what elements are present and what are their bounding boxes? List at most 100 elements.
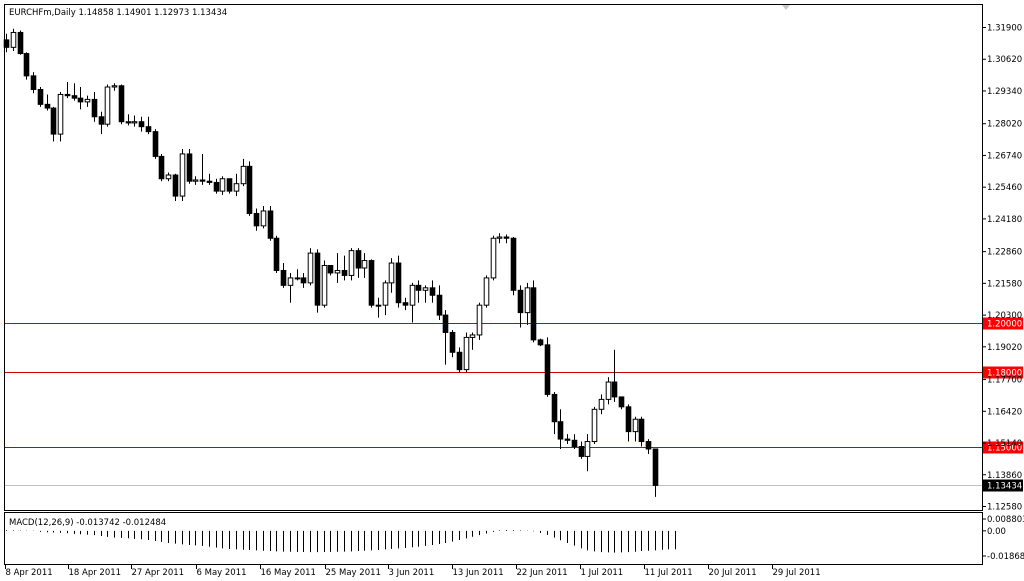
- candle[interactable]: [10, 28, 17, 52]
- candle[interactable]: [388, 258, 395, 293]
- candle[interactable]: [652, 448, 659, 497]
- candle[interactable]: [294, 269, 301, 281]
- candle[interactable]: [233, 173, 240, 197]
- candle[interactable]: [530, 280, 537, 343]
- candle[interactable]: [591, 406, 598, 445]
- candle[interactable]: [77, 87, 84, 110]
- candle[interactable]: [334, 253, 341, 283]
- candle[interactable]: [267, 206, 274, 241]
- candle[interactable]: [307, 248, 314, 286]
- candle[interactable]: [551, 391, 558, 435]
- candle[interactable]: [409, 282, 416, 323]
- candle[interactable]: [213, 178, 220, 194]
- candle[interactable]: [98, 111, 105, 135]
- candle[interactable]: [355, 248, 362, 278]
- candle[interactable]: [246, 161, 253, 216]
- candle[interactable]: [91, 91, 98, 122]
- candle[interactable]: [605, 377, 612, 405]
- candle[interactable]: [395, 255, 402, 308]
- candle[interactable]: [50, 106, 57, 142]
- candle[interactable]: [219, 176, 226, 195]
- candle[interactable]: [131, 115, 138, 127]
- candle[interactable]: [226, 178, 233, 194]
- candle[interactable]: [152, 129, 159, 159]
- candle[interactable]: [158, 153, 165, 182]
- candle[interactable]: [584, 434, 591, 472]
- candle[interactable]: [348, 248, 355, 281]
- candle[interactable]: [456, 347, 463, 373]
- candle[interactable]: [314, 249, 321, 313]
- candle[interactable]: [240, 158, 247, 187]
- candle[interactable]: [496, 233, 503, 244]
- candle[interactable]: [44, 94, 51, 111]
- candle[interactable]: [57, 91, 64, 142]
- candle[interactable]: [442, 310, 449, 365]
- candle[interactable]: [544, 337, 551, 397]
- candle[interactable]: [429, 280, 436, 303]
- candle[interactable]: [111, 83, 118, 91]
- candles[interactable]: [3, 28, 659, 497]
- candle[interactable]: [638, 416, 645, 447]
- candle[interactable]: [341, 255, 348, 281]
- candle[interactable]: [524, 282, 531, 326]
- candle[interactable]: [368, 259, 375, 308]
- candle[interactable]: [118, 84, 125, 125]
- candle[interactable]: [598, 394, 605, 415]
- candle[interactable]: [17, 30, 24, 55]
- candle[interactable]: [273, 235, 280, 273]
- candle[interactable]: [618, 396, 625, 410]
- candle[interactable]: [537, 338, 544, 347]
- candle[interactable]: [564, 434, 571, 445]
- candle[interactable]: [469, 332, 476, 350]
- candle[interactable]: [23, 52, 30, 80]
- candle[interactable]: [138, 116, 145, 132]
- candle[interactable]: [206, 173, 213, 185]
- candle[interactable]: [172, 173, 179, 202]
- candle[interactable]: [571, 434, 578, 449]
- candle[interactable]: [192, 176, 199, 185]
- candle[interactable]: [179, 148, 186, 202]
- candle[interactable]: [30, 72, 37, 94]
- candle[interactable]: [578, 441, 585, 459]
- candle[interactable]: [382, 280, 389, 316]
- candle[interactable]: [3, 33, 10, 53]
- candle[interactable]: [632, 416, 639, 442]
- candle[interactable]: [476, 302, 483, 340]
- candle[interactable]: [199, 153, 206, 185]
- candle[interactable]: [145, 116, 152, 135]
- candle[interactable]: [260, 206, 267, 229]
- candle[interactable]: [415, 280, 422, 303]
- candle[interactable]: [165, 172, 172, 182]
- candle[interactable]: [510, 237, 517, 296]
- candle[interactable]: [253, 208, 260, 231]
- candle[interactable]: [84, 95, 91, 107]
- candle[interactable]: [327, 265, 334, 276]
- candle[interactable]: [280, 263, 287, 288]
- candle[interactable]: [287, 272, 294, 303]
- candle[interactable]: [186, 148, 193, 184]
- candle[interactable]: [361, 253, 368, 278]
- candle[interactable]: [625, 404, 632, 442]
- candle[interactable]: [104, 84, 111, 127]
- scroll-marker-icon[interactable]: [782, 5, 790, 10]
- candle[interactable]: [37, 87, 44, 107]
- candle[interactable]: [71, 83, 78, 101]
- candle[interactable]: [611, 349, 618, 402]
- candle[interactable]: [125, 114, 132, 126]
- candle[interactable]: [645, 439, 652, 454]
- candle[interactable]: [321, 260, 328, 308]
- candle[interactable]: [463, 332, 470, 373]
- candle[interactable]: [375, 297, 382, 318]
- candle[interactable]: [503, 234, 510, 244]
- candle[interactable]: [64, 82, 71, 99]
- candle[interactable]: [490, 235, 497, 281]
- candle[interactable]: [402, 297, 409, 311]
- candle[interactable]: [436, 285, 443, 321]
- candle[interactable]: [300, 272, 307, 288]
- candle[interactable]: [422, 285, 429, 303]
- candle[interactable]: [557, 409, 564, 449]
- candle[interactable]: [517, 285, 524, 328]
- candle[interactable]: [449, 329, 456, 358]
- candle[interactable]: [483, 275, 490, 308]
